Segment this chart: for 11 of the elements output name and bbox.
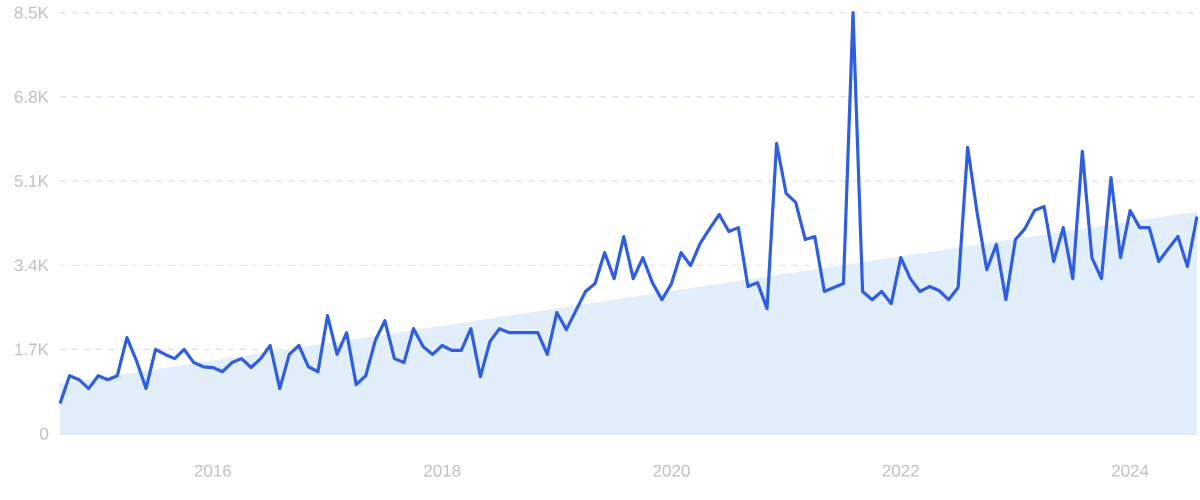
- y-tick-label: 8.5K: [14, 6, 49, 19]
- x-tick-label: 2018: [424, 464, 461, 477]
- x-tick-label: 2020: [653, 464, 690, 477]
- y-tick-label: 1.7K: [15, 343, 49, 356]
- y-tick-label: 3.4K: [14, 259, 49, 272]
- x-tick-label: 2024: [1112, 464, 1149, 477]
- y-tick-label: 6.8K: [14, 91, 49, 104]
- x-tick-label: 2016: [194, 464, 232, 477]
- x-tick-label: 2022: [882, 464, 919, 477]
- y-tick-label: 0: [40, 427, 49, 440]
- y-tick-label: 5.1K: [14, 175, 49, 188]
